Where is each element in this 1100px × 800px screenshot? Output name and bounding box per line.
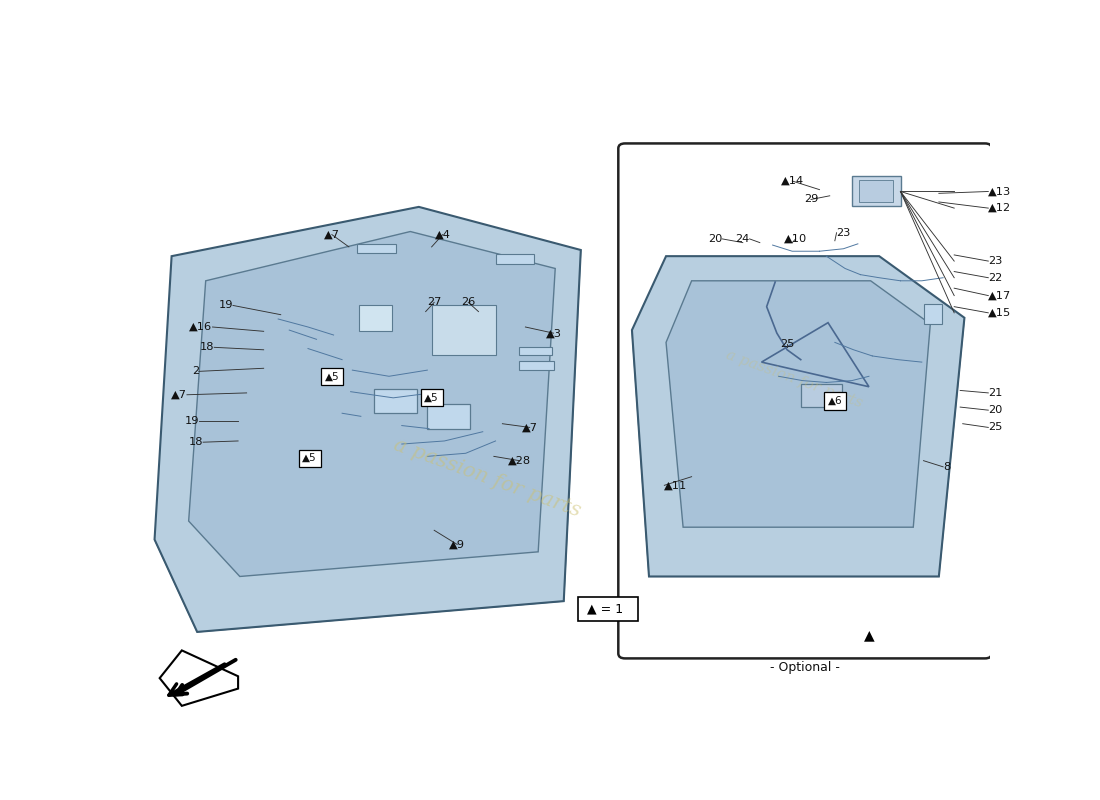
Text: 21: 21 [988, 388, 1003, 398]
Text: - Optional -: - Optional - [770, 662, 840, 674]
Polygon shape [649, 527, 938, 577]
Text: 23: 23 [836, 228, 851, 238]
Text: ▲15: ▲15 [988, 308, 1012, 318]
Bar [519, 362, 553, 370]
Text: 22: 22 [988, 273, 1002, 282]
Text: ▲28: ▲28 [508, 456, 531, 466]
Bar [431, 306, 495, 354]
Text: ▲7: ▲7 [521, 422, 538, 433]
Text: ▲6: ▲6 [827, 396, 843, 406]
Text: ▲9: ▲9 [449, 539, 465, 550]
Bar [851, 176, 901, 206]
Text: ▲5: ▲5 [324, 371, 339, 382]
Text: a passion for parts: a passion for parts [724, 348, 865, 410]
Text: ▲14: ▲14 [781, 176, 804, 186]
Bar [859, 180, 893, 202]
Bar [801, 384, 842, 407]
Text: 19: 19 [219, 301, 233, 310]
Text: 20: 20 [708, 234, 723, 244]
Polygon shape [666, 281, 931, 527]
Text: 29: 29 [804, 194, 818, 205]
Text: ▲7: ▲7 [170, 390, 187, 400]
Text: 24: 24 [735, 234, 749, 244]
Bar [579, 598, 638, 621]
Text: 20: 20 [988, 405, 1003, 415]
Text: ▲10: ▲10 [784, 234, 807, 244]
Text: ▲: ▲ [864, 628, 874, 642]
Text: 8: 8 [943, 462, 950, 472]
Text: 25: 25 [780, 338, 794, 349]
Text: ▲4: ▲4 [434, 230, 451, 240]
Text: a passion for parts: a passion for parts [390, 435, 583, 521]
Text: 19: 19 [185, 416, 199, 426]
Text: 27: 27 [427, 298, 441, 307]
Text: ▲13: ▲13 [988, 186, 1012, 197]
Polygon shape [197, 552, 563, 632]
Text: ▲5: ▲5 [425, 393, 439, 403]
Bar [358, 244, 396, 253]
Text: ▲5: ▲5 [302, 454, 317, 463]
Polygon shape [913, 318, 965, 577]
Polygon shape [631, 256, 965, 577]
Text: ▲3: ▲3 [546, 328, 561, 338]
Text: 18: 18 [188, 437, 204, 447]
Polygon shape [154, 207, 581, 632]
Text: 23: 23 [988, 256, 1003, 266]
Polygon shape [160, 650, 238, 706]
Text: ▲7: ▲7 [323, 230, 340, 240]
Polygon shape [538, 250, 581, 601]
Bar [427, 404, 470, 429]
Bar [495, 254, 534, 263]
Polygon shape [189, 231, 556, 577]
Text: ▲12: ▲12 [988, 203, 1011, 213]
Polygon shape [631, 330, 683, 577]
Text: 2: 2 [191, 366, 199, 376]
Text: ▲16: ▲16 [189, 322, 212, 332]
Text: 26: 26 [461, 298, 475, 307]
Bar [924, 304, 943, 324]
Text: 25: 25 [988, 422, 1003, 433]
Bar [519, 346, 552, 354]
Polygon shape [154, 521, 240, 632]
Text: ▲ = 1: ▲ = 1 [586, 602, 623, 616]
Bar [359, 306, 392, 331]
Text: ▲17: ▲17 [988, 290, 1012, 301]
Text: ▲11: ▲11 [664, 480, 688, 490]
Bar [374, 389, 417, 414]
Text: 18: 18 [200, 342, 214, 352]
